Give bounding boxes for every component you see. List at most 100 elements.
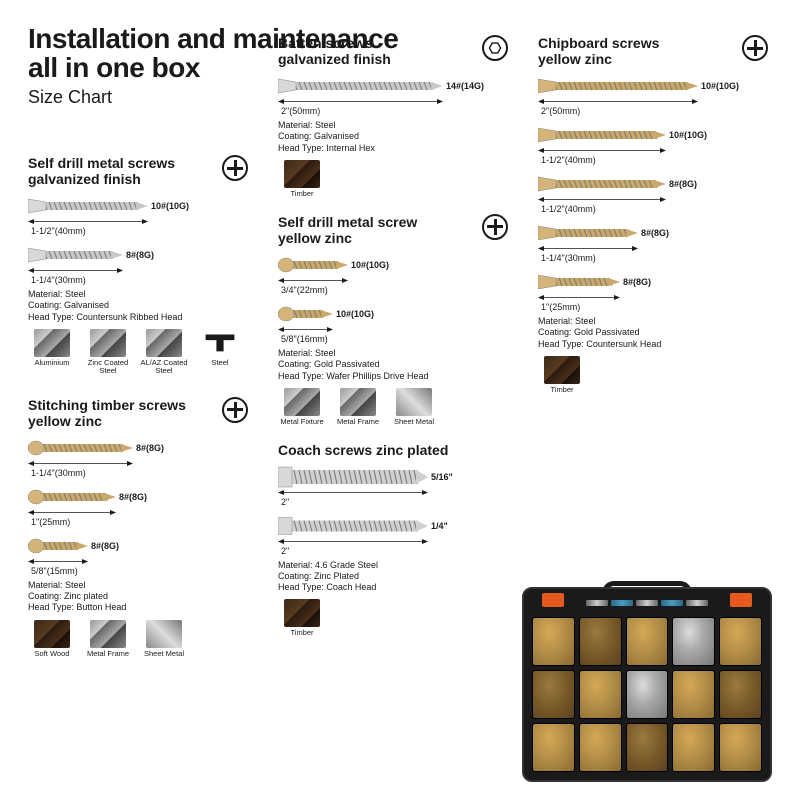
application-label: Timber bbox=[290, 190, 313, 198]
meta: Material: Steel Coating: Galvanised Head… bbox=[28, 289, 248, 323]
application-item: Sheet Metal bbox=[390, 388, 438, 426]
screw-image bbox=[538, 222, 638, 244]
dimension-label: 1-1/2"(40mm) bbox=[541, 204, 768, 214]
dimension-label: 5/8"(15mm) bbox=[31, 566, 248, 576]
application-icon bbox=[90, 329, 126, 357]
applications: Timber bbox=[278, 599, 508, 637]
dimension-line bbox=[278, 98, 508, 105]
screw-row: 5/16" bbox=[278, 466, 508, 488]
section-chipboard: Chipboard screws yellow zinc 10#(10G) 2"… bbox=[538, 35, 768, 394]
phillips-icon bbox=[222, 397, 248, 423]
dimension-label: 5/8"(16mm) bbox=[281, 334, 508, 344]
application-icon bbox=[284, 599, 320, 627]
application-icon bbox=[146, 329, 182, 357]
application-item: AL/AZ Coated Steel bbox=[140, 329, 188, 375]
dimension-label: 2" bbox=[281, 497, 508, 507]
screw-row: 8#(8G) bbox=[28, 535, 248, 557]
section-title: Self drill metal screw bbox=[278, 214, 417, 230]
application-label: Aluminium bbox=[34, 359, 69, 367]
applications: Timber bbox=[278, 160, 508, 198]
screw-image bbox=[278, 466, 428, 488]
meta: Material: Steel Coating: Galvanised Head… bbox=[278, 120, 508, 154]
screw-list: 14#(14G) 2"(50mm) bbox=[278, 75, 508, 116]
dimension-line bbox=[278, 326, 508, 333]
screw-image bbox=[278, 75, 443, 97]
screw-gauge: 8#(8G) bbox=[669, 179, 697, 189]
section-title-2: galvanized finish bbox=[278, 51, 391, 67]
screw-row: 10#(10G) bbox=[538, 75, 768, 97]
section-self-drill-galv: Self drill metal screws galvanized finis… bbox=[28, 155, 248, 375]
section-title: Batten screws bbox=[278, 35, 391, 51]
dimension-line bbox=[538, 147, 768, 154]
screw-row: 8#(8G) bbox=[538, 271, 768, 293]
case-compartments bbox=[532, 617, 762, 772]
screw-gauge: 8#(8G) bbox=[623, 277, 651, 287]
meta: Material: Steel Coating: Gold Passivated… bbox=[538, 316, 768, 350]
screw-list: 10#(10G) 1-1/2"(40mm) 8#(8G) 1-1/4"(30mm… bbox=[28, 195, 248, 285]
phillips-icon bbox=[482, 214, 508, 240]
dimension-label: 1"(25mm) bbox=[31, 517, 248, 527]
meta: Material: Steel Coating: Zinc plated Hea… bbox=[28, 580, 248, 614]
dimension-label: 1-1/4"(30mm) bbox=[31, 468, 248, 478]
section-title-2: yellow zinc bbox=[28, 413, 186, 429]
dimension-label: 2"(50mm) bbox=[281, 106, 508, 116]
application-icon bbox=[284, 160, 320, 188]
case-clip-right bbox=[730, 593, 752, 607]
screw-image bbox=[28, 486, 116, 508]
application-label: Zinc Coated Steel bbox=[84, 359, 132, 375]
screw-gauge: 8#(8G) bbox=[641, 228, 669, 238]
dimension-label: 1-1/4"(30mm) bbox=[31, 275, 248, 285]
application-item: Timber bbox=[538, 356, 586, 394]
screw-image bbox=[538, 271, 620, 293]
meta: Material: Steel Coating: Gold Passivated… bbox=[278, 348, 508, 382]
case-clip-left bbox=[542, 593, 564, 607]
meta: Material: 4.6 Grade Steel Coating: Zinc … bbox=[278, 560, 508, 594]
dimension-line bbox=[28, 509, 248, 516]
screw-image bbox=[28, 195, 148, 217]
screw-image bbox=[28, 244, 123, 266]
screw-row: 8#(8G) bbox=[538, 222, 768, 244]
application-label: Steel bbox=[211, 359, 228, 367]
application-icon bbox=[90, 620, 126, 648]
application-item: Zinc Coated Steel bbox=[84, 329, 132, 375]
application-label: Soft Wood bbox=[35, 650, 70, 658]
dimension-line bbox=[278, 277, 508, 284]
screw-image bbox=[28, 437, 133, 459]
dimension-line bbox=[538, 245, 768, 252]
dimension-line bbox=[278, 489, 508, 496]
phillips-icon bbox=[222, 155, 248, 181]
screw-row: 14#(14G) bbox=[278, 75, 508, 97]
section-title-2: yellow zinc bbox=[538, 51, 659, 67]
case-bit-row bbox=[574, 595, 720, 611]
dimension-line bbox=[538, 196, 768, 203]
application-icon bbox=[340, 388, 376, 416]
screw-row: 10#(10G) bbox=[278, 254, 508, 276]
application-label: Timber bbox=[550, 386, 573, 394]
section-title: Chipboard screws bbox=[538, 35, 659, 51]
screw-image bbox=[278, 254, 348, 276]
screw-gauge: 8#(8G) bbox=[119, 492, 147, 502]
application-item: Timber bbox=[278, 160, 326, 198]
screw-gauge: 8#(8G) bbox=[91, 541, 119, 551]
section-title-2: galvanized finish bbox=[28, 171, 175, 187]
screw-gauge: 8#(8G) bbox=[126, 250, 154, 260]
screw-image bbox=[538, 173, 666, 195]
screw-list: 5/16" 2" 1/4" 2" bbox=[278, 466, 508, 556]
application-label: Metal Frame bbox=[87, 650, 129, 658]
screw-gauge: 8#(8G) bbox=[136, 443, 164, 453]
dimension-label: 1"(25mm) bbox=[541, 302, 768, 312]
application-item: Timber bbox=[278, 599, 326, 637]
dimension-line bbox=[278, 538, 508, 545]
dimension-label: 3/4"(22mm) bbox=[281, 285, 508, 295]
section-title: Self drill metal screws bbox=[28, 155, 175, 171]
screw-list: 8#(8G) 1-1/4"(30mm) 8#(8G) 1"(25mm) bbox=[28, 437, 248, 576]
screw-row: 8#(8G) bbox=[28, 244, 248, 266]
application-label: Metal Frame bbox=[337, 418, 379, 426]
case-body bbox=[522, 587, 772, 782]
screw-gauge: 10#(10G) bbox=[669, 130, 707, 140]
section-self-drill-yellow: Self drill metal screw yellow zinc 10#(1… bbox=[278, 214, 508, 426]
dimension-label: 2"(50mm) bbox=[541, 106, 768, 116]
section-title: Stitching timber screws bbox=[28, 397, 186, 413]
phillips-icon bbox=[742, 35, 768, 61]
screw-list: 10#(10G) 3/4"(22mm) 10#(10G) 5/8"(16mm) bbox=[278, 254, 508, 344]
